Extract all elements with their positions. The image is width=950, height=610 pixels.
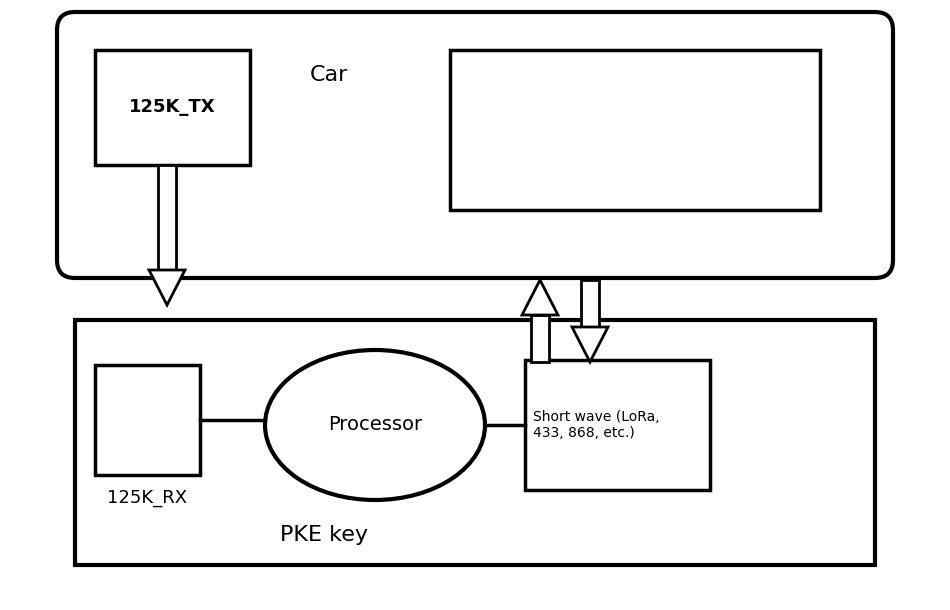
Text: 125K_RX: 125K_RX	[107, 489, 187, 507]
Polygon shape	[149, 270, 185, 305]
Polygon shape	[572, 327, 608, 362]
Bar	[450, 50, 820, 210]
Bar	[581, 280, 599, 327]
Bar	[525, 360, 710, 490]
Text: 125K_TX: 125K_TX	[128, 98, 216, 116]
Bar	[158, 165, 176, 270]
Bar	[95, 50, 250, 165]
Text: Short wave (LoRa,
433, 868, etc.): Short wave (LoRa, 433, 868, etc.)	[533, 410, 659, 440]
Polygon shape	[522, 280, 558, 315]
Bar	[75, 320, 875, 565]
Text: PKE key: PKE key	[280, 525, 368, 545]
FancyBboxPatch shape	[57, 12, 893, 278]
Text: Car: Car	[310, 65, 349, 85]
Ellipse shape	[265, 350, 485, 500]
Bar	[95, 365, 200, 475]
Text: Processor: Processor	[328, 415, 422, 434]
Bar	[531, 315, 549, 362]
